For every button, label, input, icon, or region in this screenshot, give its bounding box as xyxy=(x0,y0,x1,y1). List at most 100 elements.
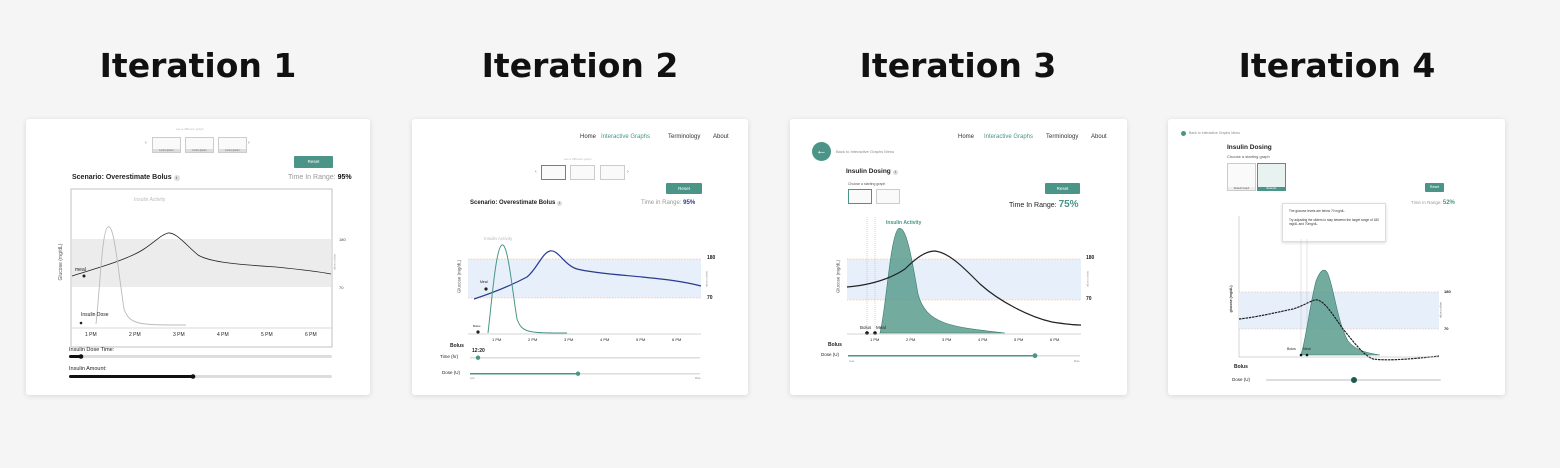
glucose-line xyxy=(846,250,1082,326)
x-tick: 3 PM xyxy=(942,337,952,342)
insulin-activity-area xyxy=(1300,269,1381,356)
graph-thumb-2[interactable] xyxy=(570,165,595,180)
next-arrow-icon[interactable]: › xyxy=(248,140,250,146)
back-link[interactable]: Back to Interactive Graphs Menu xyxy=(836,149,895,154)
graph-picker-header: see a different graph xyxy=(564,157,592,161)
nav-interactive-graphs[interactable]: Interactive Graphs xyxy=(601,134,651,140)
insulin-activity-label: Insulin Activity xyxy=(134,197,166,203)
nav-terminology[interactable]: Terminology xyxy=(668,134,701,140)
graph-thumb-default[interactable]: Default Graph xyxy=(1227,163,1256,191)
dose-high-label: More xyxy=(695,377,701,380)
choose-graph-label: Choose a starting graph xyxy=(848,182,886,186)
x-tick: 4 PM xyxy=(600,337,610,342)
meal-label: Meal xyxy=(876,325,886,330)
graph-thumb-1[interactable]: Lorem ipsum xyxy=(152,137,181,153)
reset-button[interactable]: Reset xyxy=(666,183,702,194)
reset-button[interactable]: Reset xyxy=(1425,183,1444,192)
dose-slider-label: Dose (U) xyxy=(821,352,840,357)
info-icon[interactable]: i xyxy=(173,175,180,181)
lower-limit-label: 70 xyxy=(707,295,713,301)
x-tick: 6 PM xyxy=(672,337,682,342)
x-tick: 1 PM xyxy=(870,337,880,342)
nav-about[interactable]: About xyxy=(1091,134,1107,140)
next-arrow-icon[interactable]: › xyxy=(627,169,629,175)
upper-limit-label: 180 xyxy=(339,237,346,242)
lower-limit-label: 70 xyxy=(1086,296,1092,302)
x-tick: 3 PM xyxy=(564,337,574,342)
thumb-label: Default Graph xyxy=(1228,187,1255,190)
nav-about[interactable]: About xyxy=(713,134,729,140)
x-tick: 5 PM xyxy=(261,332,273,338)
thumb-label: Lorem ipsum xyxy=(219,149,246,152)
time-in-range: Time In Range: 95% xyxy=(288,174,352,181)
y-axis-label: Glucose (mg/dL) xyxy=(835,259,841,294)
time-slider-label: Time (hr) xyxy=(440,354,459,359)
graph-thumb-3[interactable] xyxy=(600,165,625,180)
x-tick: 5 PM xyxy=(1014,337,1024,342)
back-arrow-icon[interactable]: ← xyxy=(812,142,831,161)
meal-point xyxy=(1305,353,1309,357)
dose-thumb xyxy=(575,371,581,376)
meal-point xyxy=(484,287,488,291)
dose-track xyxy=(470,373,700,375)
dose-high-label: More xyxy=(1074,360,1080,363)
y-axis-label: glucose (mg/dL) xyxy=(1229,285,1233,313)
nav-terminology[interactable]: Terminology xyxy=(1046,134,1079,140)
target-range-label: target range xyxy=(333,253,337,271)
reset-button[interactable]: Reset xyxy=(1045,183,1080,194)
dose-thumb xyxy=(1351,377,1357,383)
lower-limit-label: 70 xyxy=(1444,326,1449,331)
page-heading: Insulin Dosing i xyxy=(846,168,898,175)
thumb-label: Lorem ipsum xyxy=(153,149,180,152)
target-range-band xyxy=(72,239,331,287)
back-link[interactable]: Back to Interactive Graphs Menu xyxy=(1189,131,1240,135)
graph-thumb-1[interactable] xyxy=(848,189,872,204)
iteration-1-title: Iteration 1 xyxy=(99,46,297,85)
meal-point xyxy=(82,274,86,278)
x-tick: 2 PM xyxy=(129,332,141,338)
bolus-heading: Bolus xyxy=(1234,364,1248,370)
graph-thumb-2[interactable] xyxy=(876,189,900,204)
meal-label: Meal xyxy=(1303,347,1311,351)
prev-arrow-icon[interactable]: ‹ xyxy=(535,169,537,175)
scenario-title: Scenario: Overestimate Bolus i xyxy=(470,200,563,206)
y-axis-label: Glucose (mg/dL) xyxy=(58,243,64,281)
graph-thumb-2[interactable]: Lorem ipsum xyxy=(185,137,214,153)
x-tick: 6 PM xyxy=(1050,337,1060,342)
dose-low-label: Low xyxy=(470,377,475,380)
dose-low-label: Less xyxy=(849,360,855,363)
meal-label: meal xyxy=(75,267,86,273)
iteration-3-card: Home Interactive Graphs Terminology Abou… xyxy=(790,119,1127,395)
info-icon[interactable]: i xyxy=(892,170,898,175)
dose-slider-label: Dose (U) xyxy=(1232,377,1251,382)
iteration-2-card: Home Interactive Graphs Terminology Abou… xyxy=(412,119,748,395)
nav-home[interactable]: Home xyxy=(958,134,975,140)
iteration-4-card: Back to Interactive Graphs Menu Insulin … xyxy=(1168,119,1505,395)
reset-button[interactable]: Reset xyxy=(294,156,333,168)
graph-thumb-3[interactable]: Lorem ipsum xyxy=(218,137,247,153)
insulin-amount-thumb xyxy=(190,374,196,379)
time-in-range: Time In Range: 75% xyxy=(1009,199,1079,210)
graph-thumb-1[interactable] xyxy=(541,165,566,180)
time-value: 12:20 xyxy=(472,348,485,354)
dose-time-thumb xyxy=(78,354,84,359)
nav-home[interactable]: Home xyxy=(580,134,597,140)
tooltip-line-1: The glucose levels are below 70 mg/dL. xyxy=(1289,209,1346,213)
x-tick: 1 PM xyxy=(85,332,97,338)
iteration-1-chart xyxy=(69,188,333,379)
thumb-label: Example xyxy=(1258,187,1285,190)
dose-time-track xyxy=(69,355,332,358)
info-icon[interactable]: i xyxy=(557,201,563,206)
x-tick: 6 PM xyxy=(305,332,317,338)
y-axis-label: Glucose (mg/dL) xyxy=(456,259,462,294)
iteration-4-chart xyxy=(1238,216,1441,383)
nav-interactive-graphs[interactable]: Interactive Graphs xyxy=(984,134,1034,140)
iteration-1-card: see a different graph ‹ Lorem ipsum Lore… xyxy=(26,119,370,395)
graph-thumb-example[interactable]: Example xyxy=(1257,163,1286,191)
bolus-label: Bolus xyxy=(1287,347,1296,351)
prev-arrow-icon[interactable]: ‹ xyxy=(145,140,147,146)
page-heading: Insulin Dosing xyxy=(1227,144,1272,151)
back-check-icon[interactable] xyxy=(1181,131,1186,136)
iteration-3-chart xyxy=(846,217,1082,359)
lower-limit-label: 70 xyxy=(339,285,344,290)
